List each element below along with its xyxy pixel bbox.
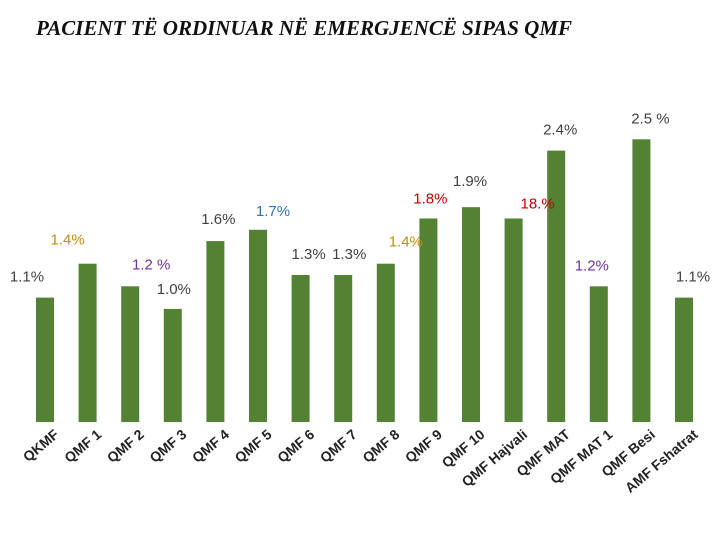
data-label-11: 1.9% [453, 173, 487, 190]
data-label-3: 1.2 % [132, 256, 170, 273]
data-labels: 1.1% 1.4% 1.2 % 1.0% 1.6% 1.7% 1.3% 1.3% 1.4% 1.8… [10, 110, 710, 298]
data-label-9: 1.4% [389, 234, 423, 251]
bar-series [36, 139, 693, 423]
data-label-13: 2.4% [543, 122, 577, 139]
bar-7 [291, 275, 310, 422]
category-label-9: QMF 8 [359, 426, 402, 466]
category-label-2: QMF 1 [61, 426, 104, 466]
bar-2 [78, 263, 97, 422]
data-label-2: 1.4% [50, 232, 84, 249]
data-label-12: 18.% [520, 195, 554, 212]
bar-6 [249, 229, 267, 422]
category-label-3: QMF 2 [104, 426, 147, 466]
bar-13 [547, 150, 566, 422]
data-label-5: 1.6% [201, 211, 235, 228]
bar-3 [121, 286, 140, 422]
bar-11 [462, 207, 480, 422]
data-label-6: 1.7% [256, 203, 290, 220]
category-label-7: QMF 6 [274, 426, 317, 466]
category-label-8: QMF 7 [317, 426, 360, 466]
data-label-10: 1.8% [413, 190, 447, 207]
bar-1 [36, 297, 54, 422]
bar-15 [632, 139, 651, 423]
data-label-15: 2.5 % [631, 110, 669, 127]
data-label-7: 1.3% [291, 246, 325, 263]
bar-10 [419, 218, 438, 422]
category-label-5: QMF 4 [189, 426, 232, 466]
data-label-8: 1.3% [332, 246, 366, 263]
bar-16 [675, 297, 693, 422]
category-label-1: QKMF [20, 426, 62, 465]
data-label-14: 1.2% [575, 257, 609, 274]
bar-8 [334, 275, 353, 422]
bar-5 [206, 241, 225, 422]
bar-9 [376, 263, 395, 422]
bar-4 [163, 308, 182, 422]
category-label-4: QMF 3 [146, 426, 189, 466]
data-label-4: 1.0% [157, 281, 191, 298]
category-label-6: QMF 5 [232, 426, 275, 466]
chart-title: PACIENT TË ORDINUAR NË EMERGJENCË SIPAS … [35, 16, 572, 40]
category-label-16: AMF Fshatrat [622, 426, 701, 496]
bar-14 [589, 286, 608, 422]
bar-12 [504, 218, 523, 422]
data-label-1: 1.1% [10, 269, 44, 286]
data-label-16: 1.1% [676, 269, 710, 286]
